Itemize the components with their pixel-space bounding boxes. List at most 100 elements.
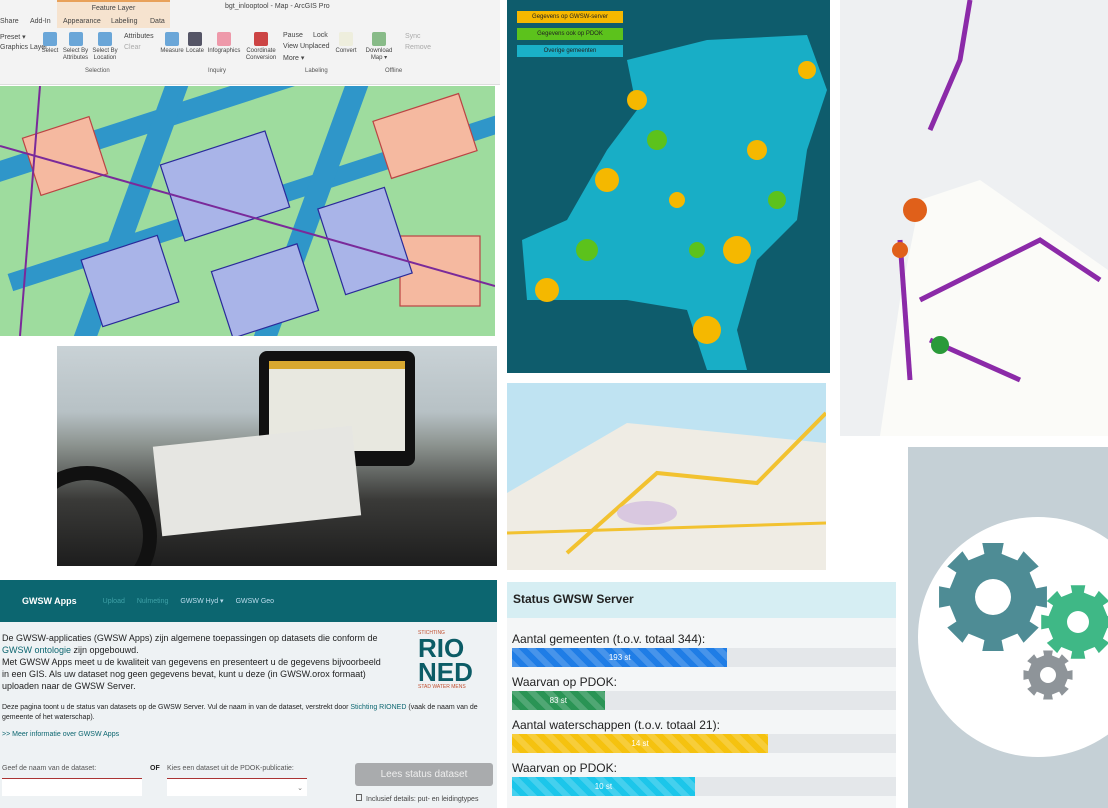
read-status-button[interactable]: Lees status dataset	[355, 763, 493, 786]
arcgis-ribbon: Feature Layer bgt_inlooptool - Map - Arc…	[0, 0, 500, 85]
select-by-location-button[interactable]: Select By Location	[91, 32, 119, 62]
status-title: Status GWSW Server	[507, 582, 896, 618]
group-offline: Offline	[385, 68, 403, 74]
infographics-icon	[217, 32, 231, 46]
tab-appearance[interactable]: Appearance	[63, 18, 101, 25]
gwsw-apps-page: GWSW Apps Upload Nulmeting GWSW Hyd ▾ GW…	[0, 580, 497, 808]
sewer-network-graphic	[880, 0, 1108, 436]
pause-button[interactable]: Pause	[283, 32, 303, 39]
window-title: bgt_inlooptool - Map - ArcGIS Pro	[225, 3, 330, 10]
status-label: Waarvan op PDOK:	[512, 675, 617, 689]
field-tablet-photo	[57, 346, 497, 566]
label: Convert	[335, 48, 357, 54]
gears-illustration	[908, 447, 1108, 808]
status-row: Waarvan op PDOK: 10 st	[512, 761, 896, 796]
intro-line: De GWSW-applicaties (GWSW Apps) zijn alg…	[2, 633, 378, 643]
sewer-network-map	[840, 0, 1108, 436]
status-label: Aantal waterschappen (t.o.v. totaal 21):	[512, 718, 720, 732]
progress-track: 14 st	[512, 734, 896, 753]
select-button[interactable]: Select	[40, 32, 60, 55]
legend-pdok: Gegevens ook op PDOK	[517, 28, 623, 40]
nav-nulmeting[interactable]: Nulmeting	[136, 597, 169, 605]
legend-other: Overige gemeenten	[517, 45, 623, 57]
paper-map	[152, 425, 362, 537]
more-info-link[interactable]: >> Meer informatie over GWSW Apps	[2, 731, 120, 738]
label: Download Map ▾	[365, 48, 393, 61]
ontology-link[interactable]: GWSW ontologie	[2, 645, 72, 655]
group-selection: Selection	[85, 68, 110, 74]
preset-button[interactable]: Preset ▾	[0, 34, 26, 41]
logo-top: STICHTING	[418, 630, 445, 636]
gwsw-brand[interactable]: GWSW Apps	[22, 596, 77, 606]
nav-upload[interactable]: Upload	[102, 597, 125, 605]
street-map-graphic	[507, 411, 826, 570]
infographics-button[interactable]: Infographics	[206, 32, 242, 55]
more-button[interactable]: More ▾	[283, 55, 305, 62]
info: Deze pagina toont u de status van datase…	[2, 704, 351, 711]
gis-map-view[interactable]	[0, 86, 495, 336]
clear-button[interactable]: Clear	[124, 44, 141, 51]
view-unplaced-button[interactable]: View Unplaced	[283, 43, 330, 50]
chevron-down-icon: ⌄	[297, 785, 303, 792]
label: Infographics	[207, 48, 241, 54]
status-panel: Status GWSW Server Aantal gemeenten (t.o…	[507, 582, 896, 808]
label: Coordinate Conversion	[245, 48, 277, 61]
tab-labeling[interactable]: Labeling	[111, 18, 138, 25]
name-label: Geef de naam van de dataset:	[2, 765, 97, 772]
sync-button[interactable]: Sync	[405, 33, 421, 40]
ruler-icon	[165, 32, 179, 46]
logo-line: NED	[418, 657, 473, 687]
select-icon	[43, 32, 57, 46]
intro-text: De GWSW-applicaties (GWSW Apps) zijn alg…	[2, 632, 387, 692]
label: Locate	[185, 48, 204, 54]
location-icon	[98, 32, 112, 46]
nav-gwsw-geo[interactable]: GWSW Geo	[235, 597, 275, 605]
progress-track: 193 st	[512, 648, 896, 667]
binoculars-icon	[188, 32, 202, 46]
measure-button[interactable]: Measure	[160, 32, 184, 55]
lock-button[interactable]: Lock	[313, 32, 328, 39]
legend-gwsw-server: Gegevens op GWSW-server	[517, 11, 623, 23]
progress-bar: 193 st	[512, 648, 728, 667]
progress-track: 10 st	[512, 777, 896, 796]
dataset-name-input[interactable]	[2, 778, 142, 796]
tab-data[interactable]: Data	[150, 18, 165, 25]
remove-button[interactable]: Remove	[405, 44, 432, 51]
context-tab-label: Feature Layer	[91, 5, 136, 12]
logo-line: RIO	[418, 633, 465, 663]
rioned-link[interactable]: Stichting RIONED	[350, 704, 407, 711]
municipalities-graphic	[522, 35, 827, 370]
details-checkbox[interactable]: Inclusief details: put- en leidingtypes	[356, 794, 478, 803]
group-labeling: Labeling	[305, 68, 328, 74]
tab-share[interactable]: Share	[0, 18, 19, 25]
progress-bar: 83 st	[512, 691, 605, 710]
rioned-logo: STICHTING RIO NED STAD WATER MENS	[418, 630, 496, 690]
convert-button[interactable]: Convert	[334, 32, 358, 55]
attributes-button[interactable]: Attributes	[124, 33, 154, 40]
coordinate-conversion-button[interactable]: Coordinate Conversion	[243, 32, 279, 62]
pdok-dataset-select[interactable]: ⌄	[167, 778, 307, 796]
group-inquiry: Inquiry	[208, 68, 227, 74]
convert-icon	[339, 32, 353, 46]
gwsw-navbar: GWSW Apps Upload Nulmeting GWSW Hyd ▾ GW…	[0, 580, 497, 622]
download-map-button[interactable]: Download Map ▾	[362, 32, 396, 62]
checkbox-label: Inclusief details: put- en leidingtypes	[366, 796, 479, 803]
progress-bar: 14 st	[512, 734, 769, 753]
nav-gwsw-hyd[interactable]: GWSW Hyd ▾	[180, 598, 224, 605]
table-icon	[68, 32, 83, 46]
graphics-layer-button[interactable]: Graphics Layer	[0, 44, 48, 51]
progress-track: 83 st	[512, 691, 896, 710]
tab-add-in[interactable]: Add-In	[30, 18, 51, 25]
status-row: Aantal waterschappen (t.o.v. totaal 21):…	[512, 718, 896, 753]
status-label: Aantal gemeenten (t.o.v. totaal 344):	[512, 632, 706, 646]
checkbox-box[interactable]	[356, 794, 362, 801]
select-by-attributes-button[interactable]: Select By Attributes	[61, 32, 90, 62]
street-map	[507, 383, 826, 570]
gear-icon	[918, 517, 1108, 757]
info: (vaak de naam van de gemeente of het wat…	[2, 704, 478, 721]
label: Select By Attributes	[62, 48, 89, 61]
locate-button[interactable]: Locate	[185, 32, 205, 55]
status-row: Waarvan op PDOK: 83 st	[512, 675, 896, 710]
intro-line: zijn opgebouwd.	[71, 645, 139, 655]
or-label: OF	[150, 765, 160, 772]
